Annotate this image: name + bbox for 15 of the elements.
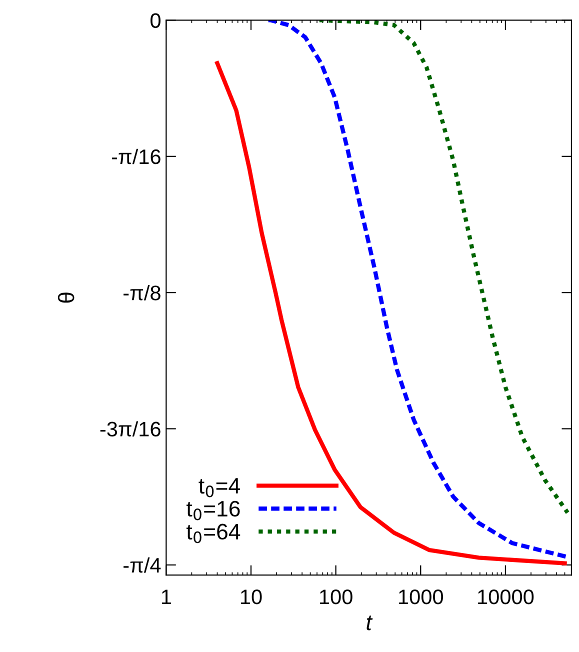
x-tick-label: 10 — [241, 590, 262, 604]
y-tick-label: -π/8 — [124, 285, 160, 300]
x-tick-label: 1 — [162, 590, 171, 604]
y-tick-label: -π/16 — [112, 148, 160, 164]
y-tick-label: 0 — [150, 13, 160, 28]
y-axis-title: θ — [58, 292, 74, 303]
x-tick-label: 10000 — [478, 590, 534, 604]
x-tick-label: 1000 — [399, 590, 444, 604]
legend-label: t$_{0}$=16 — [186, 500, 240, 520]
x-tick-label: 100 — [320, 590, 352, 604]
y-tick-label: -3π/16 — [100, 421, 160, 437]
legend-label: t$_{0}$=64 — [186, 524, 240, 544]
x-axis-title: t — [366, 616, 373, 630]
legend-label: t$_{0}$=4 — [198, 478, 240, 498]
y-tick-label: -π/4 — [124, 557, 161, 573]
